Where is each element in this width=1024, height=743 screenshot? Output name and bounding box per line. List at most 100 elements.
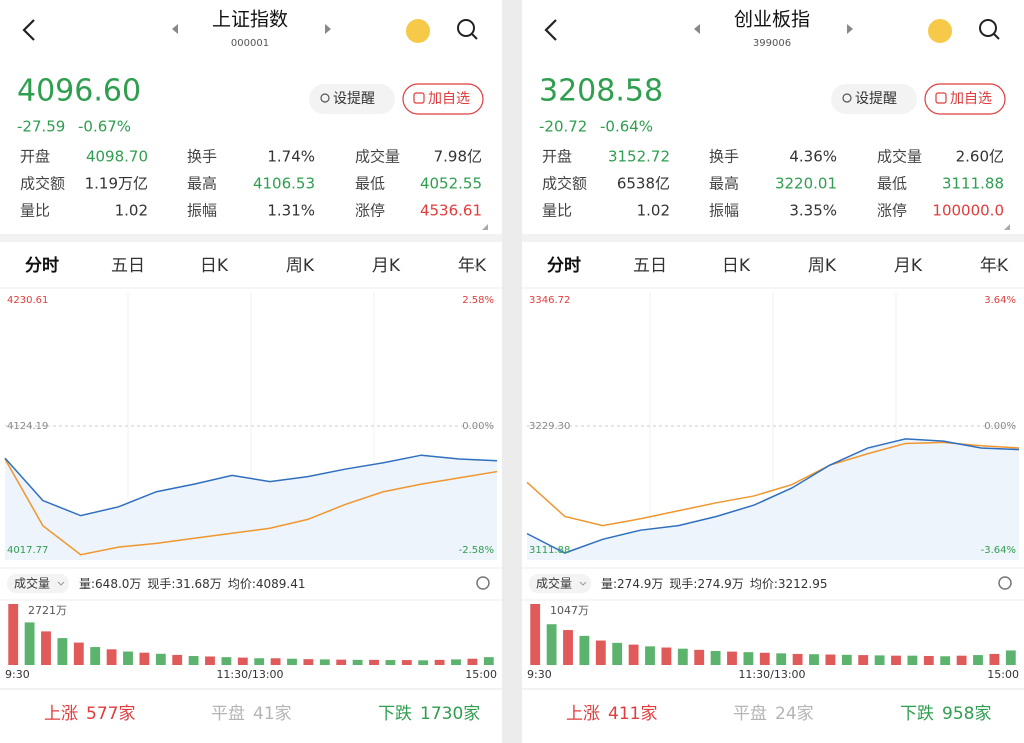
- stat-label: 开盘: [542, 148, 572, 166]
- stat-value: 1.31%: [267, 202, 315, 220]
- volume-bar: [155, 653, 166, 665]
- tab-chevron: [473, 264, 481, 269]
- stat-value: 4536.61: [420, 202, 482, 220]
- volume-info-item: 现手:31.68万: [147, 577, 221, 591]
- volume-bar: [369, 659, 379, 665]
- volume-bar: [57, 638, 68, 665]
- volume-selector[interactable]: [7, 574, 69, 593]
- volume-bar: [743, 652, 754, 665]
- mascot-icon[interactable]: [406, 19, 430, 43]
- volume-bar: [385, 660, 396, 665]
- back-button[interactable]: [22, 19, 35, 41]
- breadth-count: 411家: [608, 704, 657, 724]
- volume-info-item: 量:648.0万: [79, 577, 141, 591]
- watchlist-button[interactable]: [924, 83, 1006, 115]
- tab: 年K: [980, 256, 1009, 276]
- stat-value: 4.36%: [789, 148, 837, 166]
- tab: 日K: [722, 256, 751, 276]
- stat-label: 成交额: [20, 175, 65, 193]
- search-icon: [993, 33, 1000, 40]
- pct-min: -2.58%: [459, 545, 494, 556]
- search-icon: [471, 33, 478, 40]
- stat-label: 最低: [877, 175, 907, 193]
- breadth-label: 下跌: [900, 704, 934, 724]
- volume-bar: [139, 652, 150, 665]
- search-icon[interactable]: [457, 19, 475, 37]
- stat-label: 涨停: [355, 202, 385, 220]
- breadth-label: 上涨: [566, 704, 600, 724]
- volume-bar: [270, 658, 281, 665]
- change-pct: -0.67%: [78, 118, 131, 136]
- stat-value: 7.98亿: [434, 148, 482, 166]
- volume-bar: [923, 655, 934, 665]
- volume-bar: [205, 656, 215, 665]
- watchlist-button-label: 加自选: [428, 91, 470, 107]
- bell-icon: [842, 93, 852, 103]
- stat-value: 4052.55: [420, 175, 482, 193]
- mascot-icon[interactable]: [928, 19, 952, 43]
- alert-button[interactable]: [309, 84, 395, 114]
- settings-icon[interactable]: [998, 576, 1012, 590]
- breadth-count: 24家: [775, 704, 814, 724]
- volume-bar: [727, 651, 737, 665]
- price-line: [4, 454, 498, 517]
- settings-icon[interactable]: [476, 576, 490, 590]
- volume-bar: [287, 658, 297, 665]
- breadth-label: 平盘: [733, 704, 767, 724]
- selector-chevron: [57, 581, 65, 586]
- prev-arrow[interactable]: [172, 24, 178, 34]
- breadth-label: 上涨: [44, 704, 78, 724]
- stat-label: 振幅: [709, 202, 739, 220]
- stat-value: 4106.53: [253, 175, 315, 193]
- price-area: [5, 455, 497, 560]
- section-gap: [522, 234, 1024, 242]
- volume-bar: [874, 655, 885, 665]
- watchlist-button[interactable]: [402, 83, 484, 115]
- volume-bar: [694, 649, 705, 665]
- stat-label: 振幅: [187, 202, 217, 220]
- volume-bar: [434, 659, 445, 665]
- change: -20.72: [539, 118, 587, 136]
- axis-max: 4230.61: [7, 295, 48, 306]
- stat-label: 成交额: [542, 175, 587, 193]
- volume-bar: [579, 635, 590, 665]
- plus-icon: [413, 92, 425, 104]
- volume-bar: [940, 656, 951, 665]
- volume-bar: [319, 659, 330, 665]
- volume-bar: [677, 648, 688, 665]
- change: -27.59: [17, 118, 65, 136]
- index-code: 399006: [753, 38, 791, 49]
- tab: 周K: [286, 256, 315, 276]
- volume-bar: [221, 657, 232, 665]
- next-arrow[interactable]: [847, 24, 853, 34]
- volume-bar: [418, 660, 429, 665]
- alert-button-label: 设提醒: [333, 91, 375, 107]
- stat-value: 100000.0: [932, 202, 1004, 220]
- prev-arrow[interactable]: [694, 24, 700, 34]
- volume-bar: [776, 653, 787, 665]
- next-arrow[interactable]: [325, 24, 331, 34]
- volume-selector[interactable]: [529, 574, 591, 593]
- volume-info-item: 均价:4089.41: [228, 577, 306, 591]
- watchlist-button-label: 加自选: [950, 91, 992, 107]
- stat-label: 换手: [187, 148, 217, 166]
- volume-bar: [188, 656, 199, 665]
- volume-bar: [645, 646, 655, 665]
- back-button[interactable]: [544, 19, 557, 41]
- volume-info-item: 量:274.9万: [601, 577, 663, 591]
- search-icon[interactable]: [979, 19, 997, 37]
- alert-button[interactable]: [831, 84, 917, 114]
- volume-bar: [123, 651, 133, 665]
- section-gap: [522, 688, 1024, 690]
- volume-max: 2721万: [28, 604, 67, 617]
- index-code: 000001: [231, 38, 269, 49]
- axis-min: 3111.88: [529, 545, 570, 556]
- volume-bar: [973, 655, 983, 665]
- volume-info-item: 均价:3212.95: [750, 577, 828, 591]
- volume-bar: [530, 604, 541, 665]
- volume-bar: [628, 644, 639, 665]
- volume-bar: [759, 652, 770, 665]
- price: 3208.58: [539, 74, 663, 109]
- stat-label: 涨停: [877, 202, 907, 220]
